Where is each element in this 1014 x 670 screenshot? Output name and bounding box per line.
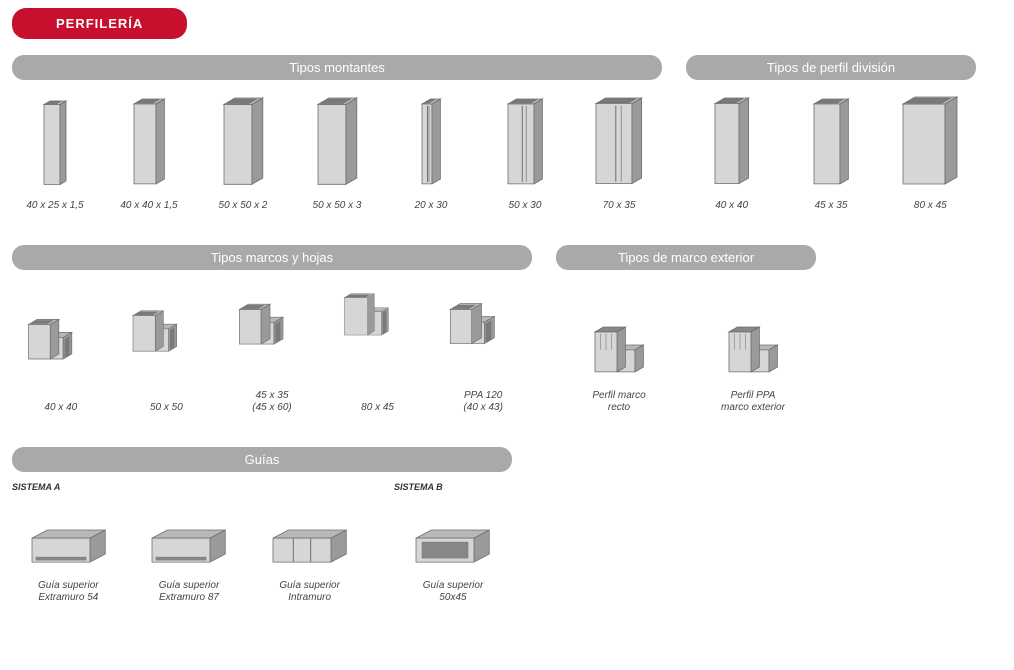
profile-item: Guía superior Extramuro 87	[139, 496, 239, 605]
profile-thumb	[24, 496, 112, 566]
profile-thumb	[489, 90, 561, 186]
profile-thumb	[696, 90, 768, 186]
profile-item: 70 x 35	[577, 90, 661, 213]
panel-header: Tipos marcos y hojas	[12, 245, 532, 270]
profile-label: 50 x 50 x 3	[313, 200, 362, 213]
profile-label: Guía superior Extramuro 54	[38, 580, 99, 605]
profile-item: 50 x 50 x 2	[201, 90, 285, 213]
profile-item: 50 x 50 x 3	[295, 90, 379, 213]
panel-marcos: Tipos marcos y hojas 40 x 40 50 x 50	[12, 245, 532, 415]
profile-label: 50 x 30	[509, 200, 542, 213]
profile-label: 40 x 40	[44, 402, 77, 415]
profile-label: Guía superior Intramuro	[279, 580, 340, 605]
profile-thumb	[409, 496, 497, 566]
profile-item: 20 x 30	[389, 90, 473, 213]
profile-item: 40 x 40 x 1,5	[107, 90, 191, 213]
row-1: Tipos montantes 40 x 25 x 1,5 40 x 40 x …	[12, 55, 1002, 213]
profile-item: PPA 120 (40 x 43)	[441, 280, 525, 415]
profile-item: 40 x 40	[19, 292, 103, 415]
profile-label: 50 x 50 x 2	[219, 200, 268, 213]
profile-thumb	[894, 90, 966, 186]
panel-header: Tipos de marco exterior	[556, 245, 816, 270]
profile-item: 45 x 35 (45 x 60)	[230, 280, 314, 415]
panel-division: Tipos de perfil división 40 x 40 45 x 35…	[686, 55, 976, 213]
profile-thumb	[25, 292, 97, 388]
profile-thumb	[395, 90, 467, 186]
sistema-a-label: SISTEMA A	[12, 482, 366, 492]
profile-thumb	[583, 90, 655, 186]
panel-header: Guías	[12, 447, 512, 472]
panel-montantes: Tipos montantes 40 x 25 x 1,5 40 x 40 x …	[12, 55, 662, 213]
profile-item: Guía superior Extramuro 54	[18, 496, 118, 605]
profile-label: 40 x 40 x 1,5	[120, 200, 177, 213]
profile-label: 40 x 40	[715, 200, 748, 213]
profile-thumb	[236, 280, 308, 376]
profile-thumb	[301, 90, 373, 186]
profile-item: Guía superior 50x45	[403, 496, 503, 605]
profile-thumb	[583, 280, 655, 376]
panel-header: Tipos de perfil división	[686, 55, 976, 80]
profile-label: 45 x 35 (45 x 60)	[252, 390, 291, 415]
profile-label: 45 x 35	[815, 200, 848, 213]
panel-header: Tipos montantes	[12, 55, 662, 80]
profile-thumb	[342, 292, 414, 388]
profile-label: Guía superior Extramuro 87	[159, 580, 220, 605]
profile-label: 20 x 30	[415, 200, 448, 213]
profile-item: 80 x 45	[888, 90, 972, 213]
profile-thumb	[130, 292, 202, 388]
profile-item: 50 x 30	[483, 90, 567, 213]
profile-thumb	[207, 90, 279, 186]
profile-item: 80 x 45	[336, 292, 420, 415]
profile-thumb	[145, 496, 233, 566]
row-3: Guías SISTEMA A Guía superior Extramuro …	[12, 447, 1002, 605]
profile-item: 45 x 35	[789, 90, 873, 213]
profile-thumb	[795, 90, 867, 186]
profile-label: 40 x 25 x 1,5	[26, 200, 83, 213]
sistema-b-label: SISTEMA B	[394, 482, 512, 492]
profile-thumb	[717, 280, 789, 376]
profile-item: Perfil PPA marco exterior	[711, 280, 795, 415]
profile-label: Perfil PPA marco exterior	[721, 390, 785, 415]
profile-label: 80 x 45	[361, 402, 394, 415]
profile-thumb	[447, 280, 519, 376]
panel-exterior: Tipos de marco exterior Perfil marco rec…	[556, 245, 816, 415]
category-badge: PERFILERÍA	[12, 8, 187, 39]
profile-item: Perfil marco recto	[577, 280, 661, 415]
profile-label: 80 x 45	[914, 200, 947, 213]
profile-item: Guía superior Intramuro	[260, 496, 360, 605]
profile-label: 50 x 50	[150, 402, 183, 415]
profile-thumb	[19, 90, 91, 186]
profile-label: Guía superior 50x45	[423, 580, 484, 605]
profile-label: 70 x 35	[603, 200, 636, 213]
profile-label: Perfil marco recto	[592, 390, 645, 415]
profile-label: PPA 120 (40 x 43)	[463, 390, 502, 415]
profile-thumb	[266, 496, 354, 566]
panel-guias: Guías SISTEMA A Guía superior Extramuro …	[12, 447, 512, 605]
profile-item: 50 x 50	[124, 292, 208, 415]
profile-thumb	[113, 90, 185, 186]
profile-item: 40 x 25 x 1,5	[13, 90, 97, 213]
profile-item: 40 x 40	[690, 90, 774, 213]
row-2: Tipos marcos y hojas 40 x 40 50 x 50	[12, 245, 1002, 415]
